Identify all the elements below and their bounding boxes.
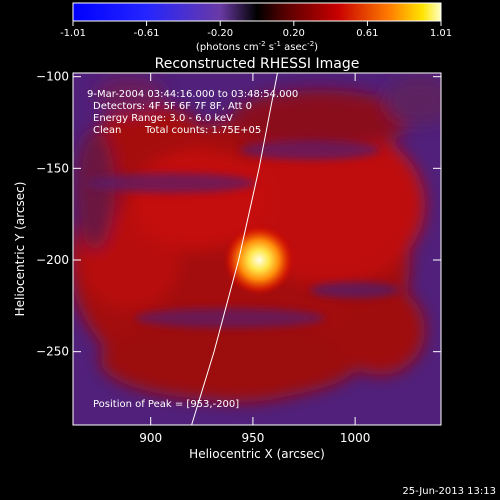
chart-title: Reconstructed RHESSI Image xyxy=(155,56,360,72)
y-tick-label: −150 xyxy=(36,161,69,175)
y-axis-label: Heliocentric Y (arcsec) xyxy=(13,182,27,317)
x-tick-label: 900 xyxy=(139,431,162,445)
footer-timestamp: 25-Jun-2013 13:13 xyxy=(402,486,496,497)
image-area xyxy=(73,73,441,425)
annotation-energy-range: Energy Range: 3.0 - 6.0 keV xyxy=(93,113,233,124)
colorbar-gradient xyxy=(72,2,442,22)
y-tick-label: −250 xyxy=(36,345,69,359)
emission-map xyxy=(73,75,441,402)
colorbar: -1.01 -0.61 -0.20 0.20 0.61 1.01 (photons cm-… xyxy=(60,2,452,53)
axis-ticks: 900 950 1000 −100 −150 −200 −250 xyxy=(36,70,441,445)
peak-source xyxy=(223,224,296,296)
colorbar-tick-label: -1.01 xyxy=(60,28,86,39)
annotation-peak-position: Position of Peak = [953,-200] xyxy=(93,399,239,410)
y-tick-label: −100 xyxy=(36,70,69,84)
solar-limb xyxy=(191,73,278,425)
x-tick-label: 1000 xyxy=(340,431,371,445)
colorbar-tick-label: 0.20 xyxy=(283,28,305,39)
annotations: 9-Mar-2004 03:44:16.000 to 03:48:54.000 … xyxy=(87,89,298,410)
annotation-time-range: 9-Mar-2004 03:44:16.000 to 03:48:54.000 xyxy=(87,89,298,100)
dark-lanes xyxy=(85,140,400,328)
plot-frame xyxy=(72,72,442,426)
x-axis-label: Heliocentric X (arcsec) xyxy=(189,447,325,461)
annotation-clean: Clean xyxy=(93,125,121,136)
annotation-detectors: Detectors: 4F 5F 6F 7F 8F, Att 0 xyxy=(93,101,252,112)
x-tick-label: 950 xyxy=(241,431,264,445)
colorbar-tick-label: 1.01 xyxy=(430,28,452,39)
colorbar-tick-label: 0.61 xyxy=(356,28,378,39)
colorbar-tick-label: -0.20 xyxy=(207,28,233,39)
y-tick-label: −200 xyxy=(36,253,69,267)
colorbar-ticks: -1.01 -0.61 -0.20 0.20 0.61 1.01 xyxy=(60,21,452,39)
annotation-total-counts: Total counts: 1.75E+05 xyxy=(144,125,261,136)
colorbar-tick-label: -0.61 xyxy=(134,28,160,39)
colorbar-unit-label: (photons cm-2 s-1 asec-2) xyxy=(196,40,318,53)
